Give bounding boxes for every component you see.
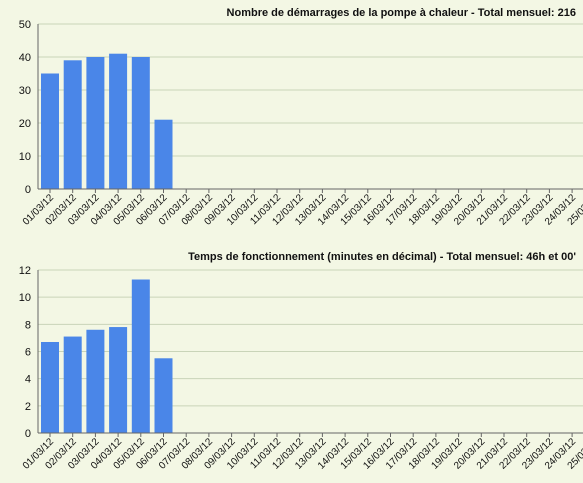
starts-bar (41, 73, 59, 189)
runtime-bar (109, 327, 128, 433)
starts-chart-title: Nombre de démarrages de la pompe à chale… (227, 7, 576, 19)
starts-bar (63, 60, 82, 189)
starts-y-tick-label: 40 (19, 52, 31, 64)
runtime-y-tick-label: 10 (19, 292, 31, 304)
runtime-y-tick-label: 6 (25, 347, 31, 359)
runtime-y-tick-label: 12 (19, 265, 31, 277)
starts-y-tick-label: 30 (19, 85, 31, 97)
starts-bar (154, 119, 173, 189)
starts-y-tick-label: 10 (19, 151, 31, 163)
starts-chart: Nombre de démarrages de la pompe à chale… (19, 7, 583, 228)
runtime-bar (41, 341, 59, 433)
starts-y-tick-label: 20 (19, 118, 31, 130)
runtime-y-tick-label: 4 (25, 374, 31, 386)
starts-bar (131, 57, 150, 189)
starts-bar (86, 57, 105, 189)
runtime-bar (154, 358, 173, 433)
starts-y-tick-label: 0 (25, 184, 31, 196)
runtime-y-tick-label: 0 (25, 428, 31, 440)
runtime-y-tick-label: 2 (25, 401, 31, 413)
runtime-chart-title: Temps de fonctionnement (minutes en déci… (188, 251, 576, 263)
runtime-bar (63, 336, 82, 433)
runtime-chart: Temps de fonctionnement (minutes en déci… (19, 251, 583, 472)
runtime-bar (86, 329, 105, 433)
runtime-bar (131, 279, 150, 433)
starts-bar (109, 53, 128, 190)
runtime-y-tick-label: 8 (25, 319, 31, 331)
starts-y-tick-label: 50 (19, 19, 31, 31)
